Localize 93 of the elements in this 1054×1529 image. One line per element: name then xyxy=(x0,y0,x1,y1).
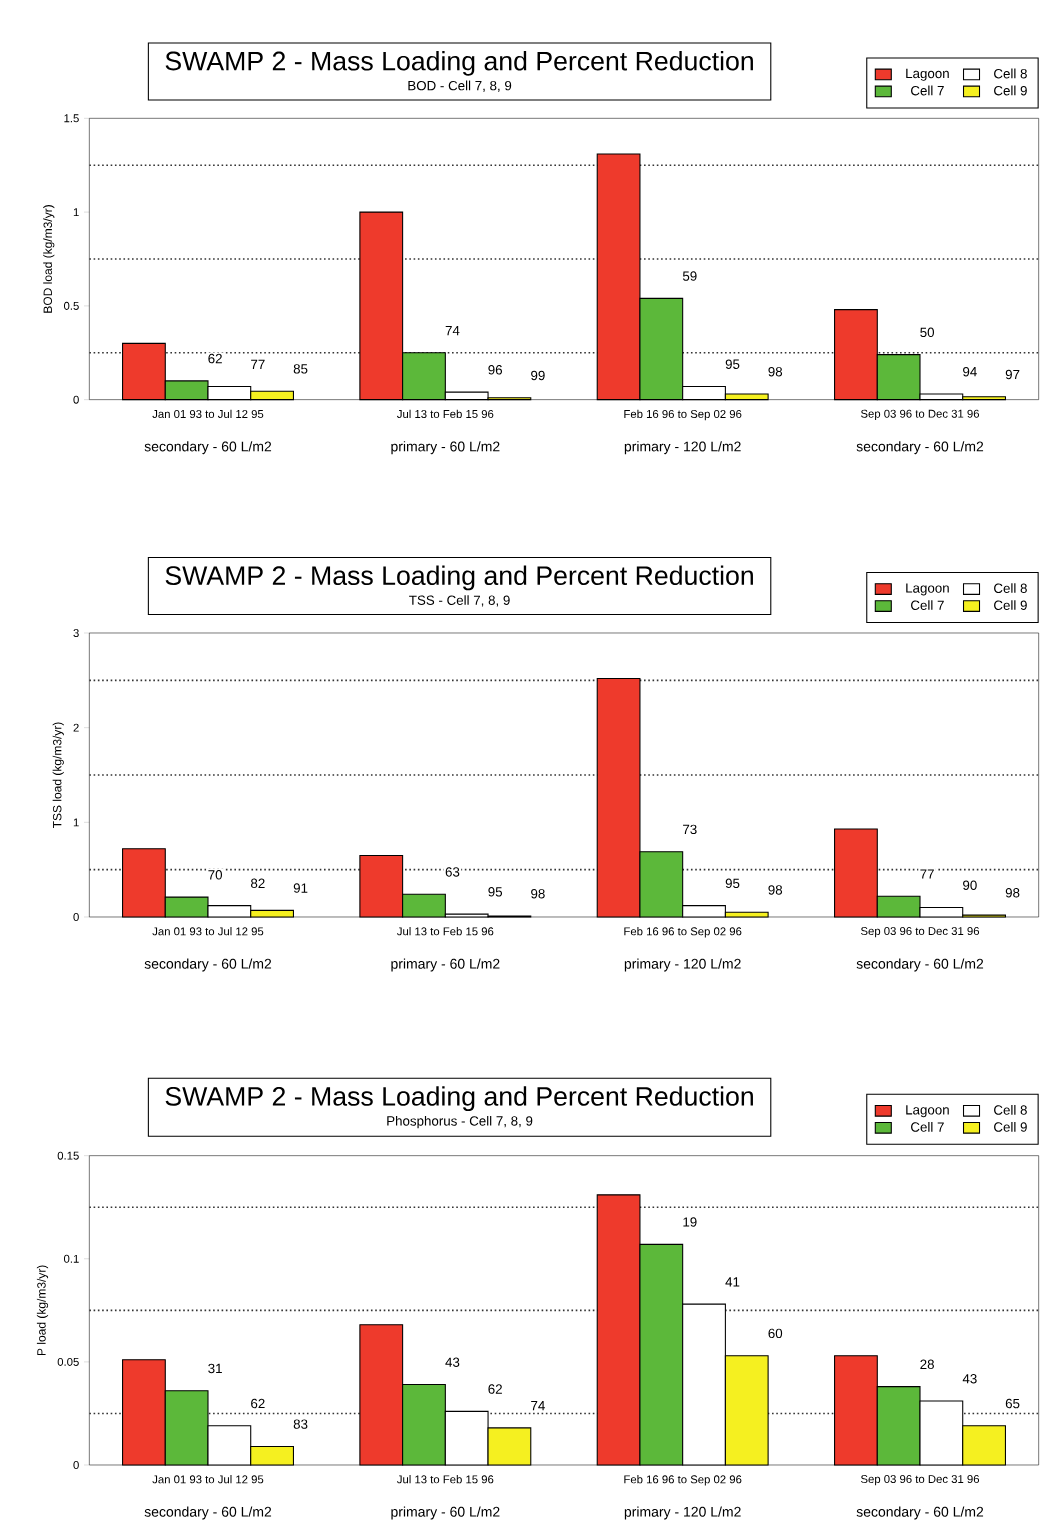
text: primary - 120 L/m2 xyxy=(624,958,741,972)
annotation: 65 xyxy=(1005,1398,1020,1409)
annotation: 77 xyxy=(920,869,934,879)
text: primary - 120 L/m2 xyxy=(624,441,741,455)
text: secondary - 60 L/m2 xyxy=(856,958,984,972)
chart-subtitle: Phosphorus - Cell 7, 8, 9 xyxy=(387,1115,533,1129)
y-tick-label: 0 xyxy=(73,1461,79,1470)
legend-label: Cell 7 xyxy=(911,600,944,610)
annotation: 74 xyxy=(531,1401,545,1411)
annotation: 63 xyxy=(445,867,460,877)
x-tick-label: Jul 13 to Feb 15 96 xyxy=(396,927,494,936)
y-tick-label: 2 xyxy=(73,723,79,732)
y-tick-label: 0 xyxy=(73,912,79,921)
legend-label: Cell 9 xyxy=(994,600,1027,610)
annotation: 90 xyxy=(963,880,977,890)
text: primary - 60 L/m2 xyxy=(391,1506,500,1520)
text: primary - 120 L/m2 xyxy=(624,1506,741,1520)
annotation: 98 xyxy=(768,885,783,895)
chart-subtitle: TSS - Cell 7, 8, 9 xyxy=(409,595,510,607)
legend-label: Lagoon xyxy=(906,583,949,596)
x-tick-label: Jan 01 93 to Jul 12 95 xyxy=(152,1475,264,1484)
text: secondary - 60 L/m2 xyxy=(144,1506,272,1520)
legend-label: Lagoon xyxy=(906,1105,949,1118)
x-tick-label: Sep 03 96 to Dec 31 96 xyxy=(860,1475,980,1486)
annotation: 96 xyxy=(488,365,503,375)
annotation: 41 xyxy=(725,1277,740,1287)
annotation: 77 xyxy=(251,359,265,369)
text: secondary - 60 L/m2 xyxy=(856,441,984,455)
x-tick-label: Sep 03 96 to Dec 31 96 xyxy=(860,409,980,420)
y-tick-label: 1 xyxy=(73,208,79,216)
y-tick-label: 0 xyxy=(73,395,79,404)
chart-title: SWAMP 2 - Mass Loading and Percent Reduction xyxy=(165,50,753,76)
text: secondary - 60 L/m2 xyxy=(856,1506,984,1520)
text: primary - 60 L/m2 xyxy=(391,441,500,455)
y-tick-label: 3 xyxy=(73,628,79,637)
annotation: 28 xyxy=(920,1359,934,1370)
annotation: 62 xyxy=(488,1384,502,1394)
annotation: 31 xyxy=(208,1363,222,1374)
chart-title: SWAMP 2 - Mass Loading and Percent Reduction xyxy=(165,1086,753,1112)
chart-subtitle: BOD - Cell 7, 8, 9 xyxy=(408,80,512,92)
annotation: 62 xyxy=(251,1398,265,1409)
annotation: 70 xyxy=(208,870,223,880)
x-tick-label: Feb 16 96 to Sep 02 96 xyxy=(624,927,742,938)
x-tick-label: Feb 16 96 to Sep 02 96 xyxy=(624,1475,742,1486)
text: primary - 60 L/m2 xyxy=(391,958,500,972)
y-tick-label: 0.05 xyxy=(57,1357,79,1366)
x-tick-label: Jul 13 to Feb 15 96 xyxy=(396,1475,494,1484)
legend-label: Cell 7 xyxy=(911,1121,944,1132)
legend-label: Lagoon xyxy=(906,68,949,81)
annotation: 95 xyxy=(725,359,740,369)
legend-label: Cell 9 xyxy=(994,85,1027,96)
y-tick-label: 0.5 xyxy=(63,301,79,310)
annotation: 19 xyxy=(683,1217,697,1227)
annotation: 99 xyxy=(531,370,545,381)
annotation: 83 xyxy=(293,1419,308,1429)
legend-label: Cell 7 xyxy=(911,85,944,96)
legend-label: Cell 9 xyxy=(994,1121,1027,1132)
annotation: 95 xyxy=(488,887,503,897)
annotation: 97 xyxy=(1005,369,1020,380)
text: secondary - 60 L/m2 xyxy=(144,958,272,972)
annotation: 43 xyxy=(962,1374,977,1384)
annotation: 85 xyxy=(293,364,308,374)
y-tick-label: 1.5 xyxy=(64,114,79,123)
annotation: 95 xyxy=(725,878,740,889)
annotation: 59 xyxy=(682,271,697,281)
annotation: 60 xyxy=(768,1328,783,1339)
chart-title: SWAMP 2 - Mass Loading and Percent Reduction xyxy=(165,565,753,591)
annotation: 98 xyxy=(1005,888,1020,898)
annotation: 50 xyxy=(920,327,935,338)
annotation: 94 xyxy=(963,366,977,377)
annotation: 74 xyxy=(445,325,460,336)
text: secondary - 60 L/m2 xyxy=(144,441,272,455)
annotation: 73 xyxy=(683,824,697,835)
y-tick-label: 0.1 xyxy=(63,1254,79,1263)
annotation: 91 xyxy=(293,883,308,893)
y-axis-title: P load (kg/m3/yr) xyxy=(36,1265,49,1356)
annotation: 43 xyxy=(445,1357,460,1367)
y-axis-title: BOD load (kg/m3/yr) xyxy=(43,205,55,313)
annotation: 62 xyxy=(208,353,222,364)
x-tick-label: Sep 03 96 to Dec 31 96 xyxy=(860,927,980,938)
legend-label: Cell 8 xyxy=(994,68,1027,79)
annotation: 98 xyxy=(768,366,783,377)
y-tick-label: 0.15 xyxy=(57,1151,79,1160)
x-tick-label: Jan 01 93 to Jul 12 95 xyxy=(152,927,264,936)
x-tick-label: Jan 01 93 to Jul 12 95 xyxy=(152,409,264,419)
x-tick-label: Jul 13 to Feb 15 96 xyxy=(396,409,494,419)
y-axis-title: TSS load (kg/m3/yr) xyxy=(52,722,64,829)
annotation: 98 xyxy=(531,889,545,899)
y-tick-label: 1 xyxy=(73,818,79,827)
x-tick-label: Feb 16 96 to Sep 02 96 xyxy=(624,409,742,421)
legend-label: Cell 8 xyxy=(994,1104,1027,1115)
legend-label: Cell 8 xyxy=(994,583,1027,593)
annotation: 82 xyxy=(251,878,265,889)
